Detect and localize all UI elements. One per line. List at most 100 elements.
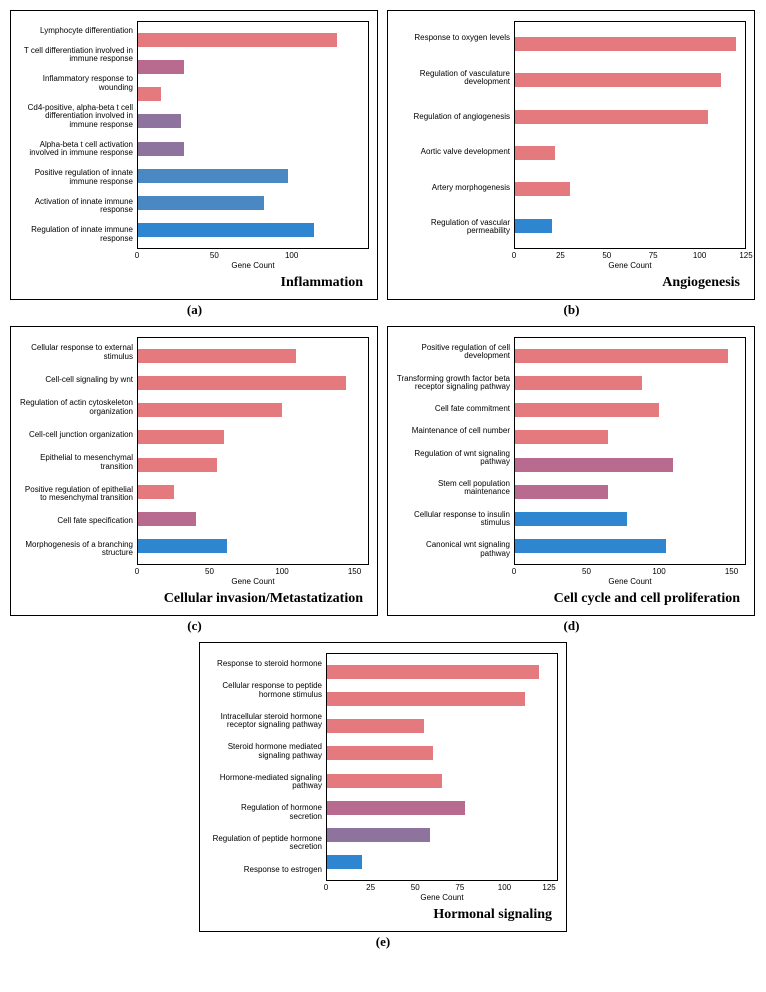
x-axis-title: Gene Count (231, 577, 274, 586)
bar (327, 801, 465, 815)
category-label: Cellular response to external stimulus (19, 344, 133, 361)
x-tick: 0 (135, 251, 139, 260)
x-tick: 100 (275, 567, 288, 576)
category-label: Intracellular steroid hormone receptor s… (208, 713, 322, 730)
category-label: Lymphocyte differentiation (19, 27, 133, 35)
x-tick: 75 (455, 883, 464, 892)
category-label: T cell differentiation involved in immun… (19, 47, 133, 64)
category-label: Regulation of hormone secretion (208, 804, 322, 821)
x-axis: 050100150Gene Count (137, 567, 369, 589)
bar (138, 196, 264, 210)
bar (515, 458, 673, 472)
panel-caption: (a) (10, 302, 379, 318)
bar (515, 37, 736, 51)
panel-e: FDR0.0050.0100.0150.0200.025Response to … (10, 642, 756, 950)
bar (138, 169, 288, 183)
category-label: Aortic valve development (396, 148, 510, 156)
bar (138, 485, 174, 499)
x-axis: 050100150Gene Count (514, 567, 746, 589)
category-label: Hormone-mediated signaling pathway (208, 774, 322, 791)
category-label: Response to steroid hormone (208, 660, 322, 668)
panel-caption: (c) (10, 618, 379, 634)
bar (138, 376, 346, 390)
bar (138, 512, 196, 526)
x-tick: 50 (582, 567, 591, 576)
panel-title: Hormonal signaling (208, 907, 558, 923)
bar (327, 855, 362, 869)
x-tick: 0 (512, 251, 516, 260)
x-axis: 0255075100125Gene Count (326, 883, 558, 905)
plot-area (137, 337, 369, 565)
x-tick: 50 (205, 567, 214, 576)
category-label: Maintenance of cell number (396, 427, 510, 435)
bar (515, 376, 642, 390)
x-tick: 50 (411, 883, 420, 892)
panel-caption: (e) (199, 934, 567, 950)
x-tick: 50 (210, 251, 219, 260)
bar (327, 828, 430, 842)
bar (138, 142, 184, 156)
category-label: Cell-cell junction organization (19, 431, 133, 439)
category-label: Response to estrogen (208, 866, 322, 874)
category-label: Artery morphogenesis (396, 184, 510, 192)
y-labels: Lymphocyte differentiation T cell differe… (19, 21, 137, 249)
x-tick: 100 (693, 251, 706, 260)
x-tick: 0 (135, 567, 139, 576)
bar (327, 665, 539, 679)
bar (138, 114, 181, 128)
y-labels: Response to oxygen levelsRegulation of v… (396, 21, 514, 249)
panel-a: FDR0.0010.0020.0030.004Lymphocyte differ… (10, 10, 379, 318)
panel-title: Cell cycle and cell proliferation (396, 591, 746, 607)
bar (515, 110, 708, 124)
bar (515, 349, 728, 363)
panel-title: Cellular invasion/Metastatization (19, 591, 369, 607)
bar (327, 746, 433, 760)
x-tick: 0 (324, 883, 328, 892)
bar (515, 430, 608, 444)
category-label: Inflammatory response to wounding (19, 75, 133, 92)
bar (327, 774, 442, 788)
category-label: Regulation of wnt signaling pathway (396, 450, 510, 467)
panel-c: FDR0.00050.00100.00150.0020Cellular resp… (10, 326, 379, 634)
category-label: Regulation of peptide hormone secretion (208, 835, 322, 852)
x-axis: 050100Gene Count (137, 251, 369, 273)
x-tick: 25 (366, 883, 375, 892)
bar (138, 60, 184, 74)
bar (138, 87, 161, 101)
panel-d: FDR2-64-66-68-6Positive regulation of ce… (387, 326, 756, 634)
x-tick: 50 (602, 251, 611, 260)
y-labels: Cellular response to external stimulus Ce… (19, 337, 137, 565)
plot-area (514, 337, 746, 565)
x-axis-title: Gene Count (231, 261, 274, 270)
x-tick: 75 (649, 251, 658, 260)
category-label: Positive regulation of cell development (396, 344, 510, 361)
category-label: Cellular response to peptide hormone sti… (208, 682, 322, 699)
x-axis-title: Gene Count (608, 261, 651, 270)
panel-b: FDR0.010.020.03Response to oxygen levels… (387, 10, 756, 318)
category-label: Steroid hormone mediated signaling pathw… (208, 743, 322, 760)
bar (138, 403, 282, 417)
panel-frame: FDR0.010.020.03Response to oxygen levels… (387, 10, 755, 300)
category-label: Cd4-positive, alpha-beta t cell differen… (19, 104, 133, 129)
x-tick: 150 (725, 567, 738, 576)
x-tick: 100 (498, 883, 511, 892)
bar (515, 182, 570, 196)
x-tick: 0 (512, 567, 516, 576)
category-label: Morphogenesis of a branching structure (19, 541, 133, 558)
category-label: Stem cell population maintenance (396, 480, 510, 497)
category-label: Activation of innate immune response (19, 198, 133, 215)
y-labels: Positive regulation of cell development T… (396, 337, 514, 565)
x-axis: 0255075100125Gene Count (514, 251, 746, 273)
bar (138, 430, 224, 444)
panel-title: Angiogenesis (396, 275, 746, 291)
panel-caption: (b) (387, 302, 756, 318)
bar (327, 692, 525, 706)
category-label: Regulation of vasculature development (396, 70, 510, 87)
plot-area (326, 653, 558, 881)
category-label: Positive regulation of epithelial to mes… (19, 486, 133, 503)
plot-area (137, 21, 369, 249)
category-label: Cell fate specification (19, 517, 133, 525)
bar (138, 539, 227, 553)
category-label: Transforming growth factor beta receptor… (396, 375, 510, 392)
panel-frame: FDR2-64-66-68-6Positive regulation of ce… (387, 326, 755, 616)
